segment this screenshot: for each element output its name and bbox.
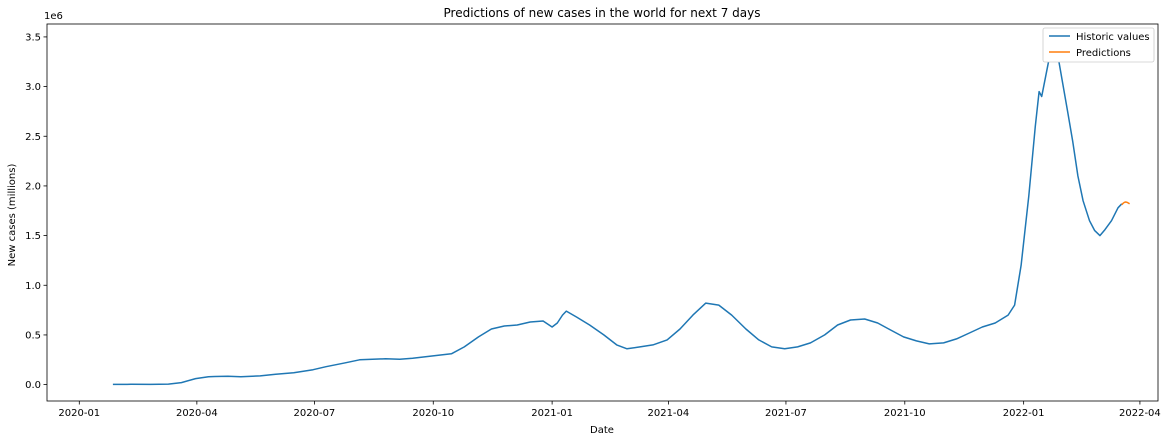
x-axis-ticks: 2020-01 2020-04 2020-07 2020-10 2021-01 2021-… bbox=[58, 401, 1161, 419]
legend-label-predictions: Predictions bbox=[1076, 48, 1131, 59]
series-lines bbox=[112, 42, 1130, 386]
legend: Historic values Predictions bbox=[1042, 27, 1155, 63]
y-axis-ticks: 0.0 0.5 1.0 1.5 2.0 2.5 3.0 3.5 bbox=[25, 32, 47, 391]
x-tick-label: 2020-10 bbox=[412, 408, 454, 419]
y-offset-label: 1e6 bbox=[44, 11, 63, 22]
x-tick-label: 2020-07 bbox=[294, 408, 336, 419]
y-axis-label: New cases (millions) bbox=[7, 164, 18, 267]
y-tick-label: 0.5 bbox=[25, 330, 41, 341]
chart-title: Predictions of new cases in the world fo… bbox=[444, 6, 761, 20]
plot-frame bbox=[46, 23, 1159, 402]
legend-label-historic: Historic values bbox=[1076, 32, 1150, 43]
x-tick-label: 2021-01 bbox=[531, 408, 573, 419]
x-tick-label: 2021-07 bbox=[765, 408, 807, 419]
x-tick-label: 2022-04 bbox=[1119, 408, 1161, 419]
y-tick-label: 3.0 bbox=[25, 82, 41, 93]
x-tick-label: 2021-10 bbox=[884, 408, 926, 419]
series-line-predictions bbox=[1121, 201, 1130, 206]
y-tick-label: 2.0 bbox=[25, 181, 41, 192]
y-tick-label: 0.0 bbox=[25, 380, 41, 391]
x-tick-label: 2020-04 bbox=[176, 408, 218, 419]
y-tick-label: 1.0 bbox=[25, 281, 41, 292]
x-tick-label: 2022-01 bbox=[1003, 408, 1045, 419]
series-line-historic bbox=[112, 42, 1123, 386]
legend-box bbox=[1042, 27, 1155, 63]
y-tick-label: 3.5 bbox=[25, 32, 41, 43]
x-tick-label: 2020-01 bbox=[58, 408, 100, 419]
x-axis-label: Date bbox=[590, 425, 614, 436]
y-tick-label: 2.5 bbox=[25, 132, 41, 143]
y-tick-label: 1.5 bbox=[25, 231, 41, 242]
x-tick-label: 2021-04 bbox=[647, 408, 689, 419]
